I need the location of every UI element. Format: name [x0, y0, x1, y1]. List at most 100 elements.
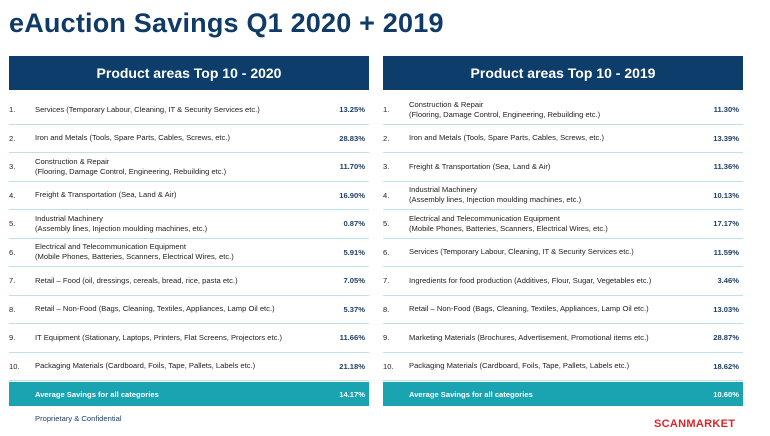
table-row: 5. Industrial Machinery (Assembly lines, I… [9, 210, 369, 239]
category-name: Retail – Food (oil, dressings, cereals, … [35, 275, 238, 285]
savings-value: 18.62% [713, 361, 739, 371]
table-row: 2. Iron and Metals (Tools, Spare Parts, C… [383, 125, 743, 153]
savings-value: 0.87% [343, 219, 365, 229]
table-row: 3. Construction & Repair (Flooring, Damage… [9, 153, 369, 182]
table-row: 6. Electrical and Telecommunication Equip… [9, 239, 369, 267]
row-number: 4. [383, 190, 390, 200]
table-row: 1. Services (Temporary Labour, Cleaning, … [9, 96, 369, 125]
category-name: Services (Temporary Labour, Cleaning, IT… [409, 247, 634, 257]
category-description: Packaging Materials (Cardboard, Foils, T… [33, 361, 317, 371]
savings-value: 21.18% [339, 361, 365, 371]
row-number: 7. [383, 276, 390, 286]
category-description: Services (Temporary Labour, Cleaning, IT… [33, 105, 317, 115]
category-name: Industrial Machinery [409, 185, 477, 195]
row-number: 5. [9, 219, 16, 229]
category-name: Iron and Metals (Tools, Spare Parts, Cab… [409, 133, 604, 143]
category-description: Retail – Non-Food (Bags, Cleaning, Texti… [407, 304, 691, 314]
row-number: 6. [9, 247, 16, 257]
category-name: Ingredients for food production (Additiv… [409, 275, 652, 285]
row-number: 1. [383, 105, 390, 115]
savings-value: 28.83% [339, 133, 365, 143]
category-detail: (Mobile Phones, Batteries, Scanners, Ele… [35, 252, 234, 262]
average-savings-label: Average Savings for all categories [35, 389, 159, 399]
table-row: 7. Retail – Food (oil, dressings, cereals… [9, 267, 369, 296]
category-name: Retail – Non-Food (Bags, Cleaning, Texti… [409, 304, 649, 314]
category-description: Marketing Materials (Brochures, Advertis… [407, 333, 691, 343]
category-name: Industrial Machinery [35, 213, 103, 223]
category-description: Industrial Machinery (Assembly lines, Inj… [33, 214, 317, 234]
row-number: 9. [9, 333, 16, 343]
category-name: Retail – Non-Food (Bags, Cleaning, Texti… [35, 304, 275, 314]
category-name: IT Equipment (Stationary, Laptops, Print… [35, 332, 283, 342]
panel-header-2019: Product areas Top 10 - 2019 [383, 56, 743, 90]
table-row: 2. Iron and Metals (Tools, Spare Parts, C… [9, 125, 369, 153]
category-description: Construction & Repair (Flooring, Damage C… [407, 100, 691, 120]
category-detail: (Flooring, Damage Control, Engineering, … [35, 166, 227, 176]
category-name: Electrical and Telecommunication Equipme… [409, 213, 560, 223]
category-detail: (Mobile Phones, Batteries, Scanners, Ele… [409, 223, 608, 233]
average-savings-label: Average Savings for all categories [409, 389, 533, 399]
average-savings-row-2019: Average Savings for all categories 10.60… [383, 382, 743, 406]
page-title: eAuction Savings Q1 2020 + 2019 [9, 8, 444, 38]
category-description: Industrial Machinery (Assembly lines, Inj… [407, 185, 691, 205]
savings-value: 17.17% [713, 219, 739, 229]
category-description: Electrical and Telecommunication Equipme… [407, 214, 691, 234]
average-savings-value: 10.60% [713, 389, 739, 399]
savings-value: 11.36% [713, 162, 739, 172]
row-number: 1. [9, 105, 16, 115]
category-name: Packaging Materials (Cardboard, Foils, T… [409, 361, 630, 371]
savings-value: 11.70% [339, 162, 365, 172]
savings-value: 11.30% [713, 105, 739, 115]
row-number: 2. [383, 133, 390, 143]
category-description: Packaging Materials (Cardboard, Foils, T… [407, 361, 691, 371]
category-detail: (Assembly lines, Injection moulding mach… [409, 195, 582, 205]
table-row: 3. Freight & Transportation (Sea, Land & … [383, 153, 743, 182]
category-description: IT Equipment (Stationary, Laptops, Print… [33, 333, 317, 343]
category-detail: (Assembly lines, Injection moulding mach… [35, 223, 208, 233]
category-description: Freight & Transportation (Sea, Land & Ai… [33, 190, 317, 200]
category-name: Services (Temporary Labour, Cleaning, IT… [35, 104, 260, 114]
confidential-note: Proprietary & Confidential [35, 414, 122, 423]
savings-value: 13.03% [713, 304, 739, 314]
scanmarket-logo: SCANMARKET [654, 418, 736, 430]
table-row: 6. Services (Temporary Labour, Cleaning, … [383, 239, 743, 267]
savings-value: 13.25% [339, 105, 365, 115]
category-name: Construction & Repair [35, 156, 110, 166]
table-row: 9. IT Equipment (Stationary, Laptops, Pri… [9, 324, 369, 353]
category-description: Freight & Transportation (Sea, Land & Ai… [407, 162, 691, 172]
category-detail: (Flooring, Damage Control, Engineering, … [409, 109, 601, 119]
row-number: 6. [383, 247, 390, 257]
table-row: 4. Freight & Transportation (Sea, Land & … [9, 182, 369, 210]
savings-value: 11.66% [339, 333, 365, 343]
table-row: 8. Retail – Non-Food (Bags, Cleaning, Tex… [383, 296, 743, 324]
average-savings-value: 14.17% [339, 389, 365, 399]
row-number: 10. [383, 361, 394, 371]
savings-value: 28.87% [713, 333, 739, 343]
category-name: Freight & Transportation (Sea, Land & Ai… [35, 190, 177, 200]
savings-value: 5.91% [343, 247, 365, 257]
savings-value: 7.05% [343, 276, 365, 286]
rows-2019: 1. Construction & Repair (Flooring, Damage… [383, 96, 743, 381]
row-number: 10. [9, 361, 20, 371]
category-name: Freight & Transportation (Sea, Land & Ai… [409, 161, 551, 171]
table-row: 9. Marketing Materials (Brochures, Advert… [383, 324, 743, 353]
row-number: 4. [9, 190, 16, 200]
table-row: 5. Electrical and Telecommunication Equip… [383, 210, 743, 239]
category-description: Retail – Non-Food (Bags, Cleaning, Texti… [33, 304, 317, 314]
savings-value: 5.37% [343, 304, 365, 314]
savings-value: 11.59% [713, 247, 739, 257]
row-number: 8. [383, 304, 390, 314]
category-description: Services (Temporary Labour, Cleaning, IT… [407, 247, 691, 257]
table-row: 10. Packaging Materials (Cardboard, Foils… [383, 353, 743, 381]
category-name: Packaging Materials (Cardboard, Foils, T… [35, 361, 256, 371]
category-description: Electrical and Telecommunication Equipme… [33, 242, 317, 262]
table-row: 10. Packaging Materials (Cardboard, Foils… [9, 353, 369, 381]
category-name: Iron and Metals (Tools, Spare Parts, Cab… [35, 133, 230, 143]
row-number: 3. [9, 162, 16, 172]
table-row: 8. Retail – Non-Food (Bags, Cleaning, Tex… [9, 296, 369, 324]
savings-value: 13.39% [713, 133, 739, 143]
category-description: Iron and Metals (Tools, Spare Parts, Cab… [407, 133, 691, 143]
row-number: 5. [383, 219, 390, 229]
panel-2019: Product areas Top 10 - 2019 1. Constructi… [383, 56, 743, 406]
row-number: 9. [383, 333, 390, 343]
